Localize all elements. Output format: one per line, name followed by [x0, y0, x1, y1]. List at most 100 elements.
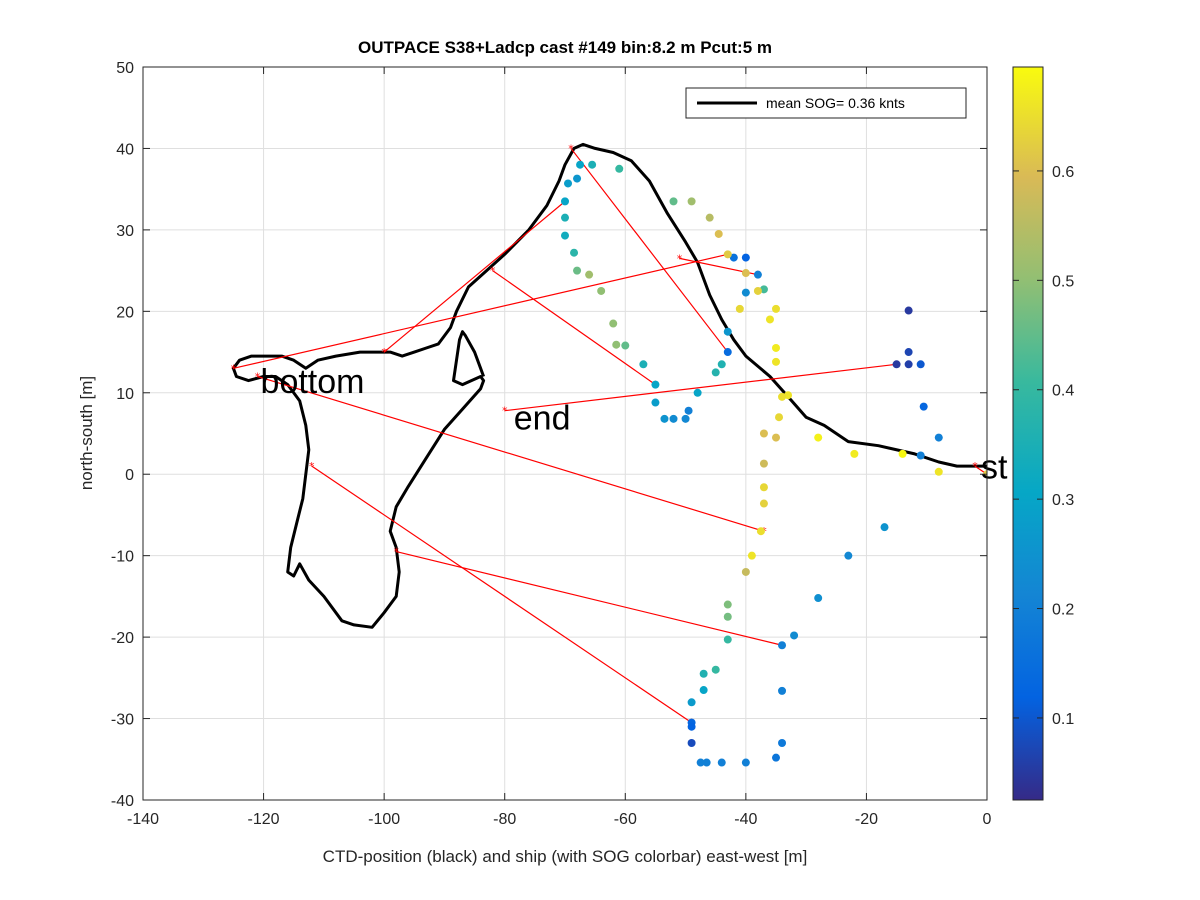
ship-point [621, 341, 630, 350]
ship-point [681, 414, 690, 423]
ship-point [844, 551, 853, 560]
ship-point [916, 451, 925, 460]
red-marker: * [231, 362, 237, 375]
legend: mean SOG= 0.36 knts [685, 87, 967, 119]
ship-point [687, 698, 696, 707]
red-marker: * [309, 460, 315, 473]
ship-point [702, 758, 711, 767]
ship-point [904, 306, 913, 315]
ship-point [892, 360, 901, 369]
red-segment [383, 200, 566, 353]
red-marker: * [393, 546, 399, 559]
ship-point [772, 304, 780, 313]
ship-point [687, 722, 696, 731]
y-tick-label: 10 [116, 386, 134, 403]
ship-point [784, 391, 793, 400]
ship-points [561, 160, 987, 767]
ship-point [684, 406, 693, 415]
red-segment [257, 375, 765, 532]
ship-point [615, 164, 624, 173]
plot-area [143, 67, 987, 800]
axis-ticks: -140 -120 -100 -80 -60 -40 -20 0-40-30-20-10010… [111, 60, 992, 828]
red-segment [311, 465, 692, 724]
grid-lines [143, 67, 987, 800]
y-tick-label: 20 [116, 304, 134, 321]
ship-point [723, 635, 732, 644]
red-marker: * [677, 252, 683, 265]
y-tick-label: 40 [116, 141, 134, 158]
ship-point [687, 738, 696, 747]
annotation-bottom: bottom [261, 363, 365, 401]
ship-point [741, 758, 750, 767]
ship-point [711, 368, 720, 377]
chart-title: OUTPACE S38+Ladcp cast #149 bin:8.2 m Pc… [358, 38, 772, 57]
y-tick-label: -40 [111, 793, 134, 810]
ship-point [814, 594, 823, 603]
ship-point [561, 213, 569, 222]
ship-point [741, 567, 750, 576]
x-tick-label: 0 [983, 811, 992, 828]
ship-point [699, 686, 708, 695]
ship-point [696, 758, 705, 767]
ship-point [778, 392, 787, 401]
ship-point [723, 348, 732, 357]
ship-point [639, 360, 648, 369]
ship-point [717, 758, 726, 767]
ship-point [576, 160, 585, 169]
ship-point [778, 641, 787, 650]
ship-point [735, 304, 744, 313]
colorbar-ticks: 0.1 0.2 0.3 0.4 0.5 0.6 [1013, 164, 1074, 728]
ship-point [880, 523, 889, 532]
ship-point [741, 288, 750, 297]
x-tick-label: -20 [855, 811, 878, 828]
red-marker: * [490, 265, 496, 278]
annotation-end: end [514, 399, 571, 437]
ship-point [756, 527, 765, 536]
ship-point [609, 319, 618, 328]
ship-point [772, 753, 780, 762]
colorbar-tick-label: 0.6 [1052, 164, 1074, 181]
y-tick-label: -20 [111, 630, 134, 647]
x-tick-label: -100 [368, 811, 400, 828]
red-marker: * [255, 370, 261, 383]
ship-point [585, 270, 594, 279]
ship-point [934, 433, 943, 442]
ship-point [660, 414, 669, 423]
red-marker: * [381, 346, 387, 359]
x-axis-label: CTD-position (black) and ship (with SOG … [323, 847, 808, 866]
y-tick-label: -10 [111, 549, 134, 566]
ship-point [759, 483, 768, 492]
ship-point [741, 269, 750, 278]
red-segment [233, 253, 728, 369]
ship-point [814, 433, 823, 442]
ship-point [705, 213, 714, 222]
ship-point [651, 380, 660, 389]
ship-point [904, 348, 913, 357]
ship-point [775, 413, 784, 422]
y-tick-label: 0 [125, 467, 134, 484]
colorbar [1012, 66, 1044, 801]
y-tick-label: 30 [116, 223, 134, 240]
ship-point [790, 631, 799, 640]
ship-point [714, 229, 723, 238]
ship-point [588, 160, 597, 169]
ship-point [723, 327, 732, 336]
ship-point [693, 388, 702, 397]
ship-point [934, 467, 943, 476]
ship-point [898, 449, 907, 458]
ship-point [778, 686, 787, 695]
ship-point [747, 551, 756, 560]
ship-point [687, 197, 696, 206]
ship-point [561, 231, 569, 240]
red-segment [570, 148, 729, 353]
ship-point [765, 315, 774, 324]
ship-point [772, 433, 780, 442]
colorbar-tick-label: 0.4 [1052, 383, 1074, 400]
ship-point [919, 402, 928, 411]
ship-point [759, 285, 768, 294]
ship-point [778, 738, 787, 747]
colorbar-tick-label: 0.5 [1052, 273, 1074, 290]
ship-point [651, 398, 660, 407]
ship-point [741, 253, 750, 262]
ship-point [759, 499, 768, 508]
